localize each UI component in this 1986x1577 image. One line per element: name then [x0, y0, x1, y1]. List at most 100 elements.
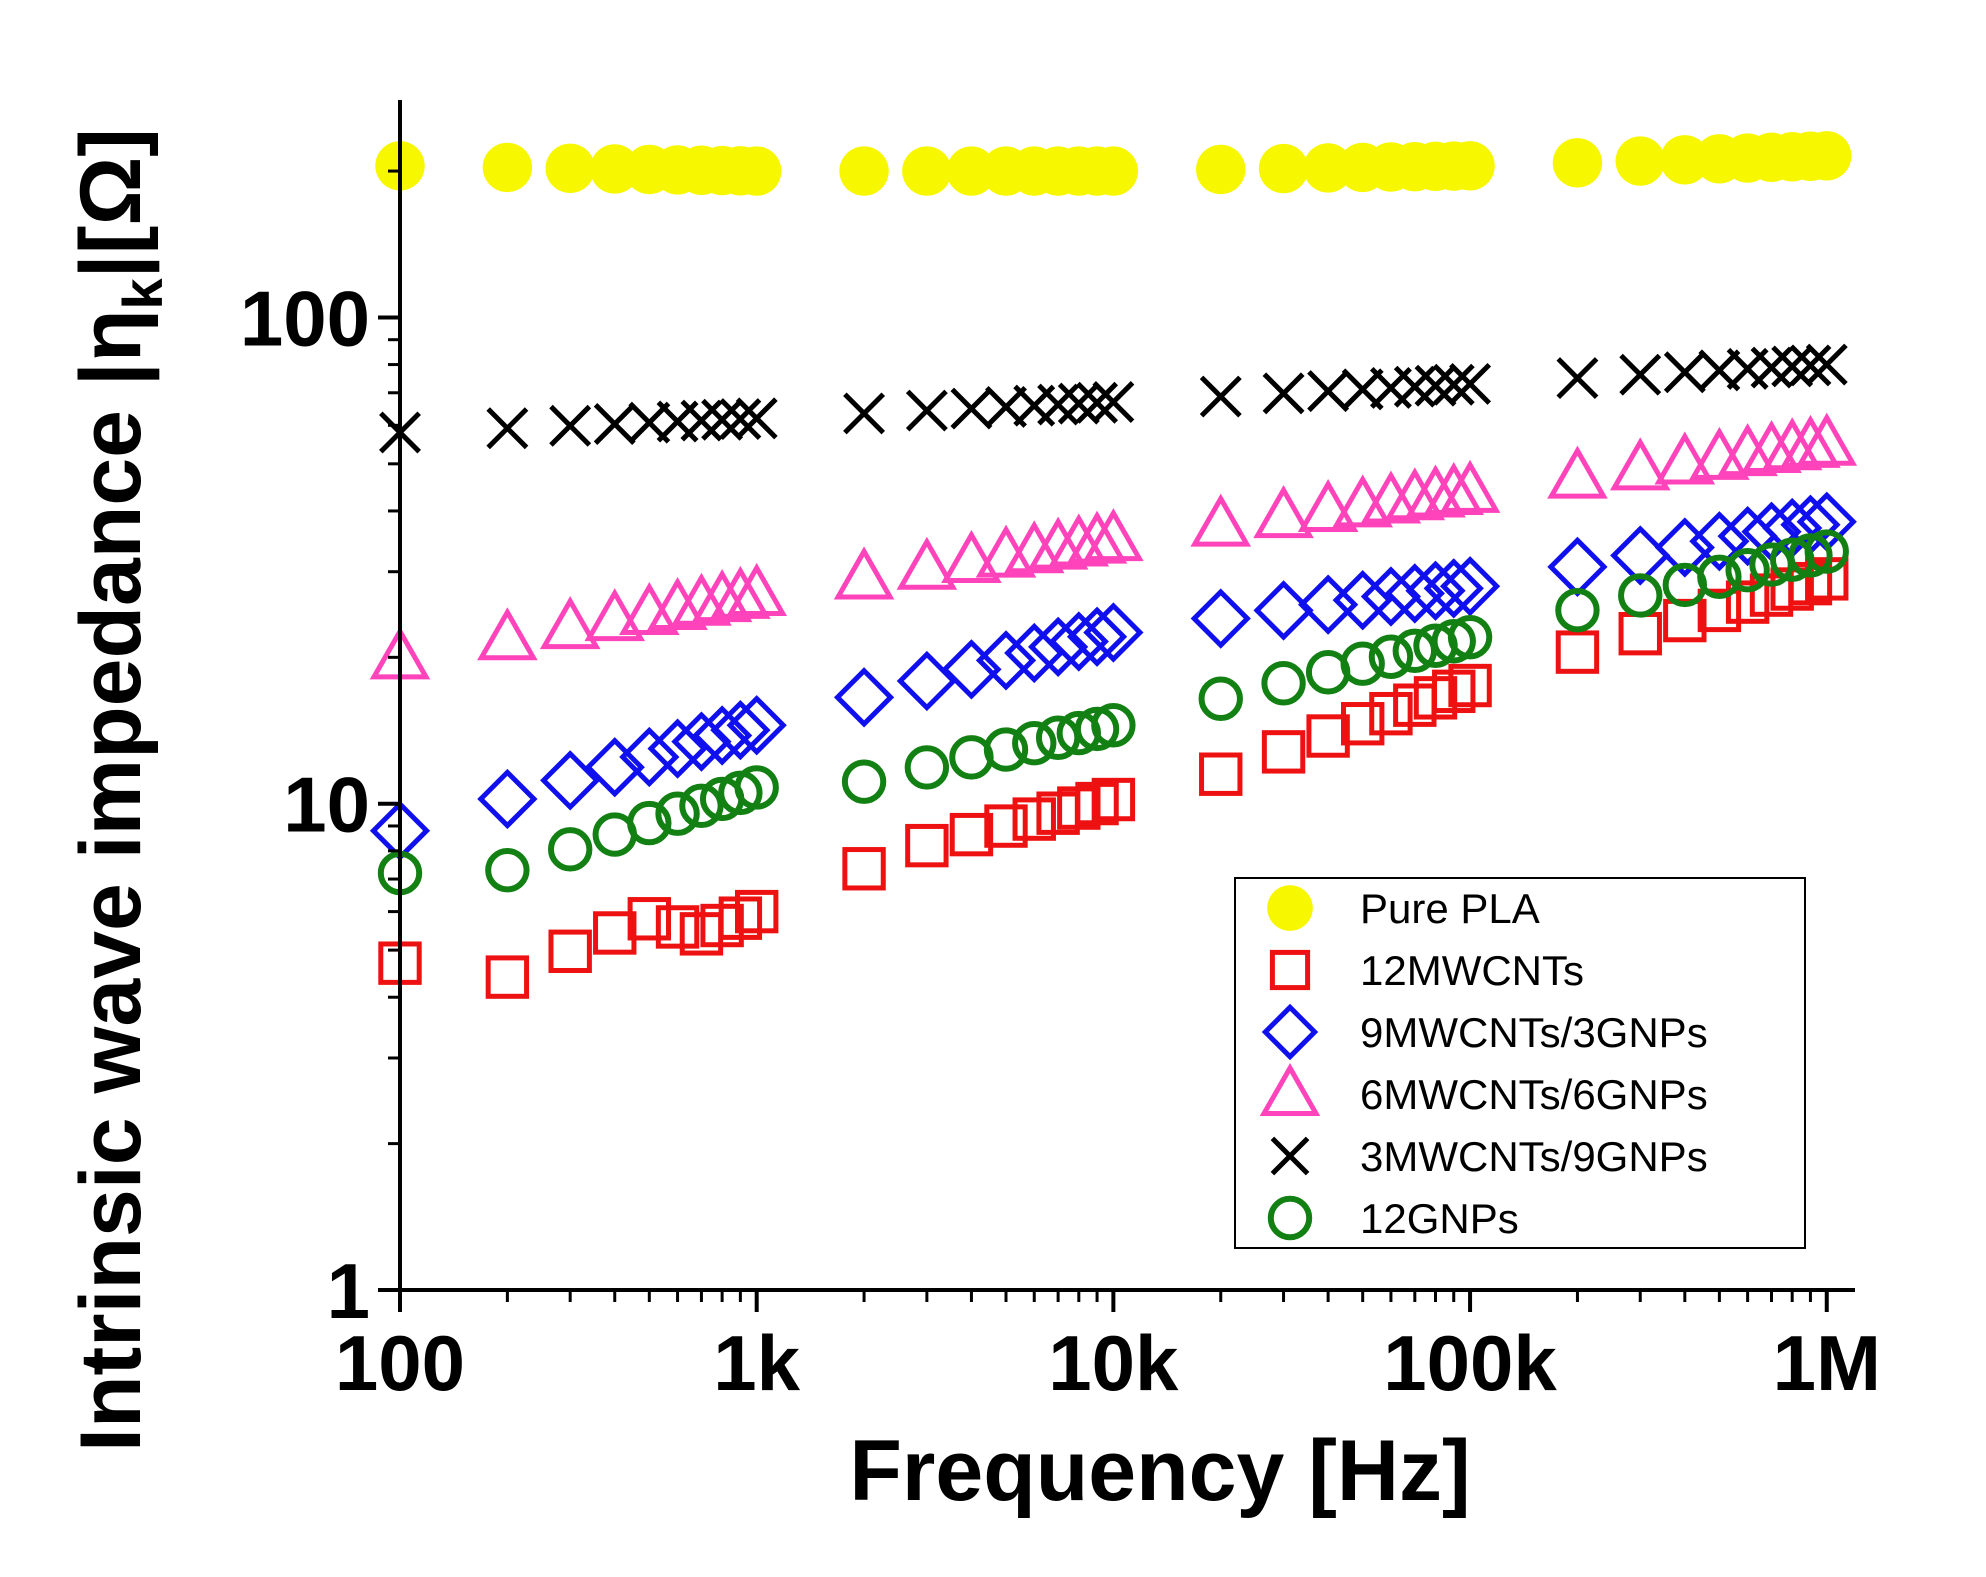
data-point — [1066, 606, 1128, 667]
data-point — [735, 397, 778, 440]
data-point — [477, 768, 538, 830]
data-point — [896, 650, 958, 712]
data-point — [691, 705, 753, 766]
data-point — [1432, 363, 1475, 406]
data-point — [647, 718, 708, 779]
data-point — [1083, 602, 1144, 663]
data-point — [1258, 143, 1309, 194]
data-point — [1439, 556, 1501, 617]
x-tick-label: 100 — [335, 1319, 465, 1407]
data-point — [1262, 372, 1305, 415]
legend-item: 3MWCNTs/9GNPs — [1270, 1133, 1708, 1180]
legend-marker — [1267, 1195, 1313, 1241]
data-point — [731, 146, 782, 196]
data-point — [1804, 529, 1849, 574]
data-point — [1190, 493, 1252, 547]
data-point — [691, 569, 753, 623]
data-point — [1091, 703, 1136, 748]
series-6mwcnts-6gnps — [369, 412, 1858, 680]
y-axis-title-sub: k — [111, 278, 174, 310]
data-point — [1091, 777, 1136, 822]
plot-markers — [369, 131, 1858, 999]
data-point — [1303, 143, 1353, 193]
data-point — [1297, 479, 1359, 533]
data-point — [1261, 661, 1306, 706]
data-point — [1027, 616, 1089, 677]
data-point — [1788, 533, 1833, 578]
y-tick-label: 1 — [327, 1247, 370, 1335]
data-point — [839, 146, 889, 196]
data-point — [950, 387, 993, 430]
x-tick-label: 10k — [1048, 1319, 1179, 1407]
data-point — [1555, 588, 1600, 633]
data-point — [1609, 437, 1671, 491]
data-point — [1075, 781, 1119, 826]
data-point — [1332, 570, 1393, 631]
data-point — [619, 726, 680, 788]
data-point — [584, 588, 646, 642]
data-point — [1689, 511, 1750, 572]
data-point — [710, 565, 771, 619]
x-tick-label: 1M — [1773, 1319, 1881, 1407]
data-point — [1717, 423, 1778, 477]
data-point — [1615, 136, 1665, 186]
data-point — [647, 576, 708, 631]
data-point — [482, 142, 533, 193]
series-pure-pla — [375, 131, 1852, 196]
data-point — [1432, 669, 1476, 714]
data-point — [719, 398, 762, 441]
data-point — [734, 889, 779, 934]
data-point — [1663, 351, 1706, 394]
data-point — [833, 667, 895, 728]
data-point — [710, 699, 771, 761]
data-point — [1689, 426, 1750, 480]
data-point — [627, 800, 672, 846]
data-point — [679, 783, 724, 828]
data-point — [1360, 470, 1422, 524]
x-axis-title: Frequency [Hz] — [849, 1423, 1470, 1519]
legend-label: 3MWCNTs/9GNPs — [1360, 1133, 1708, 1180]
data-point — [1796, 412, 1858, 466]
data-point — [1439, 459, 1501, 513]
data-point — [1306, 714, 1350, 758]
data-point — [545, 143, 595, 194]
data-point — [1447, 615, 1493, 660]
data-point — [983, 727, 1029, 772]
legend-marker — [1259, 1062, 1321, 1116]
data-point — [841, 759, 887, 804]
data-point — [540, 750, 601, 811]
legend-item: 9MWCNTs/3GNPs — [1261, 1003, 1708, 1061]
data-point — [655, 791, 700, 836]
legend-box — [1234, 877, 1806, 1249]
data-point — [1789, 344, 1832, 387]
data-point — [485, 955, 530, 999]
data-point — [1092, 381, 1135, 423]
legend-label: 12MWCNTs — [1360, 947, 1584, 994]
data-point — [1088, 146, 1139, 196]
data-point — [949, 812, 994, 857]
data-point — [547, 827, 593, 872]
data-point — [486, 407, 529, 450]
data-point — [1697, 588, 1742, 633]
data-point — [1368, 634, 1414, 679]
data-point — [485, 847, 530, 893]
data-point — [655, 905, 700, 949]
data-point — [671, 572, 732, 626]
y-tick-label: 100 — [240, 274, 370, 362]
data-point — [1384, 467, 1446, 521]
data-point — [1340, 641, 1385, 686]
series-3mwcnts-9gnps — [379, 343, 1848, 454]
legend-marker — [1261, 1003, 1319, 1061]
data-point — [1190, 588, 1251, 649]
data-point — [1199, 375, 1242, 418]
data-point — [904, 745, 950, 790]
legend-marker — [1267, 885, 1313, 931]
data-point — [1196, 144, 1246, 195]
data-point — [1066, 510, 1128, 564]
data-point — [946, 146, 997, 196]
data-point — [726, 695, 787, 756]
data-point — [718, 896, 763, 940]
data-point — [549, 404, 592, 447]
data-point — [680, 399, 723, 442]
